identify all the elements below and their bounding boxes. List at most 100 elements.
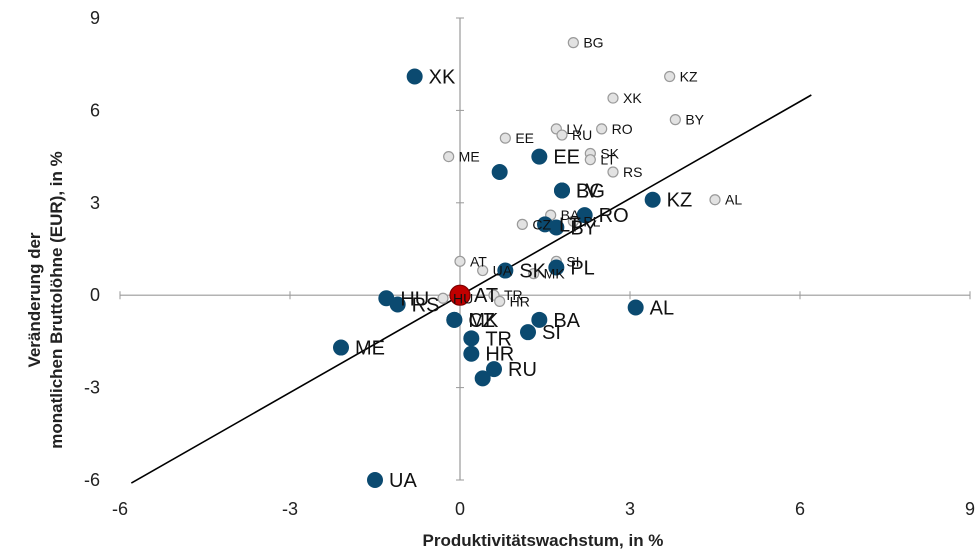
- x-tick-label: 6: [795, 499, 805, 519]
- data-point-dark: [333, 339, 349, 356]
- data-label-light: MK: [544, 266, 566, 282]
- data-label-light: EE: [515, 130, 534, 146]
- data-label-light: AL: [725, 192, 742, 208]
- x-tick-label: 3: [625, 499, 635, 519]
- data-point-light: [709, 194, 721, 206]
- y-axis-title-line2: monatlichen Bruttolöhne (EUR), in %: [47, 151, 66, 449]
- data-points: [333, 37, 721, 488]
- data-point-light: [528, 268, 540, 280]
- data-point-light: [584, 154, 596, 166]
- data-point-light: [499, 132, 511, 144]
- data-label-dark: BG: [576, 180, 605, 202]
- data-label-dark: RO: [599, 205, 629, 227]
- data-label-dark: SI: [542, 322, 561, 344]
- data-point-light: [494, 295, 506, 307]
- data-label-light: SK: [600, 146, 619, 162]
- data-label-dark: MK: [468, 310, 499, 332]
- data-label-dark: UA: [389, 470, 417, 492]
- data-label-light: RO: [612, 121, 633, 137]
- data-point-light: [556, 129, 568, 141]
- data-point-light: [596, 123, 608, 135]
- data-label-light: UA: [493, 263, 513, 279]
- data-label-light: RS: [623, 164, 642, 180]
- data-point-dark: [491, 164, 508, 180]
- y-tick-label: 9: [90, 8, 100, 28]
- data-label-dark: RU: [508, 359, 537, 381]
- data-point-dark: [406, 68, 423, 85]
- data-label-dark: BY: [570, 217, 597, 239]
- data-point-dark: [463, 330, 480, 347]
- data-point-light: [516, 218, 528, 230]
- data-label-light: BA: [561, 207, 580, 223]
- data-label-light: LT: [600, 152, 616, 168]
- x-tick-label: 0: [455, 499, 465, 519]
- data-point-light: [607, 166, 619, 178]
- data-label-dark: LV: [576, 180, 600, 202]
- data-point-light: [607, 92, 619, 104]
- data-label-light: CZ: [532, 216, 551, 232]
- data-point-light: [454, 255, 466, 267]
- data-label-light: HR: [510, 293, 530, 309]
- data-label-dark: XK: [429, 67, 456, 89]
- data-point-light: [567, 37, 579, 49]
- data-label-light: AT: [470, 253, 487, 269]
- data-point-dark: [531, 311, 548, 328]
- data-label-dark: EE: [553, 147, 580, 169]
- data-point-light: [669, 114, 681, 126]
- data-point-light: [567, 215, 579, 227]
- data-label-dark: BA: [553, 310, 580, 332]
- data-point-dark: [446, 311, 463, 328]
- data-label-light: LV: [566, 121, 583, 137]
- data-point-dark: [486, 361, 502, 378]
- data-point-dark: [576, 207, 593, 224]
- data-label-dark: HR: [485, 344, 514, 366]
- data-point-dark: [531, 148, 548, 165]
- x-axis-title: Produktivitätswachstum, in %: [423, 531, 664, 550]
- data-point-dark: [548, 219, 565, 236]
- data-label-dark: AL: [650, 298, 674, 320]
- y-axis-title-line1: Veränderung der: [25, 232, 44, 367]
- y-tick-label: -6: [84, 470, 100, 490]
- data-label-light: TR: [504, 287, 523, 303]
- data-point-light: [437, 292, 449, 304]
- data-label-dark: ME: [355, 338, 385, 360]
- data-label-dark: HU: [400, 288, 429, 310]
- y-tick-label: 0: [90, 285, 100, 305]
- data-label-dark: PL: [570, 257, 594, 279]
- data-label-light: BY: [685, 112, 704, 128]
- data-point-dark: [389, 296, 406, 313]
- y-tick-label: 3: [90, 193, 100, 213]
- data-label-dark: TR: [485, 328, 512, 350]
- data-label-light: BG: [583, 35, 603, 51]
- data-point-dark: [554, 182, 570, 199]
- data-point-dark: [367, 472, 383, 488]
- data-label-light: HU: [453, 290, 473, 306]
- data-point-dark: [497, 262, 514, 279]
- data-label-dark: KZ: [667, 190, 693, 212]
- data-point-highlight: [449, 284, 471, 306]
- data-point-dark: [548, 259, 565, 276]
- data-label-dark: CZ: [468, 310, 495, 332]
- data-label-light: PL: [583, 213, 600, 229]
- data-point-light: [664, 70, 676, 83]
- data-label-light: XK: [623, 90, 642, 106]
- data-label-dark: RS: [412, 294, 440, 316]
- data-label-light: SI: [566, 253, 579, 269]
- data-point-light: [443, 151, 455, 163]
- data-point-dark: [644, 191, 661, 208]
- data-label-dark: LT: [559, 214, 581, 236]
- x-tick-label: -6: [112, 499, 128, 519]
- trend-line: [130, 94, 812, 484]
- y-tick-label: -3: [84, 378, 100, 398]
- data-point-dark: [474, 370, 491, 387]
- x-tick-label: 9: [965, 499, 975, 519]
- data-point-dark: [627, 299, 644, 316]
- axes: -6 -3 0 3 6 9 -6 -3 0 3 6 9: [84, 8, 975, 519]
- y-tick-label: 6: [90, 100, 100, 120]
- data-label-light: ME: [459, 149, 480, 165]
- x-tick-label: -3: [282, 499, 298, 519]
- data-point-light: [477, 264, 489, 277]
- data-label-light: KZ: [680, 69, 698, 85]
